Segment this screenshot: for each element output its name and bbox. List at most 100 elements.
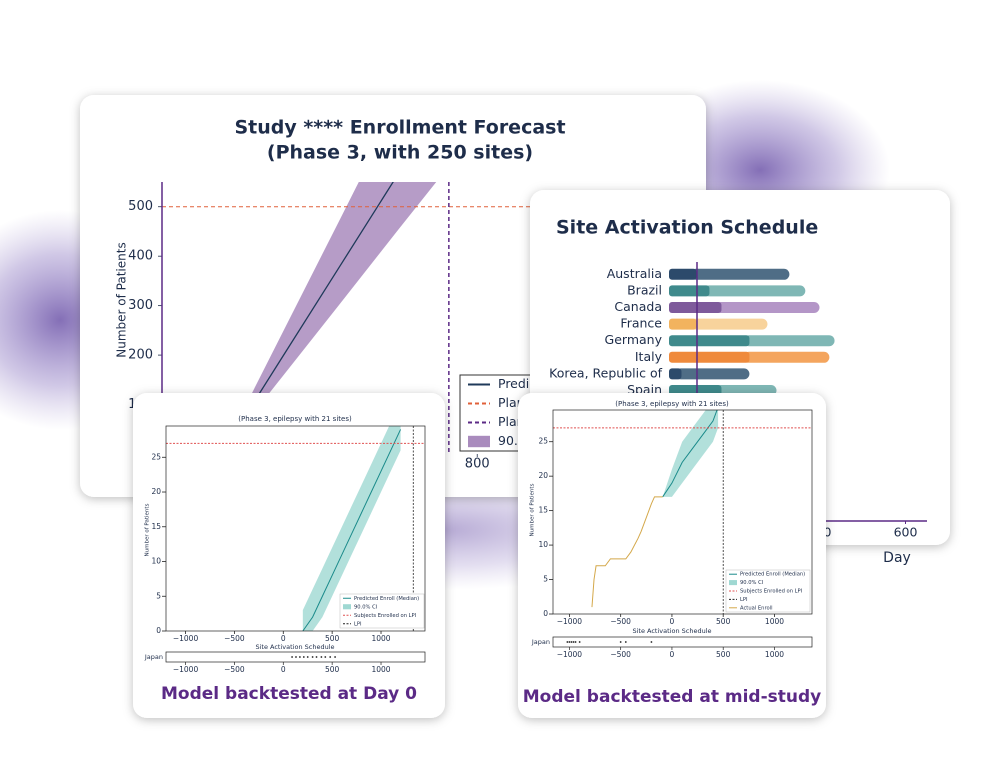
legend-label: Subjects Enrolled on LPI	[354, 613, 417, 619]
strip-x-tick-label: −500	[610, 650, 631, 659]
strip-dot	[570, 641, 573, 643]
strip-dot	[295, 656, 297, 658]
category-label: Germany	[605, 332, 663, 347]
strip-x-tick-label: 500	[716, 650, 731, 659]
y-axis-label: Number of Patients	[145, 503, 151, 556]
y-tick-label: 0	[156, 626, 161, 635]
strip-label: Japan	[144, 653, 163, 661]
strip-dot	[578, 641, 581, 643]
strip-dot	[624, 641, 627, 643]
plot-area	[162, 182, 690, 454]
y-tick-label: 10	[538, 540, 548, 549]
legend-box	[725, 569, 811, 613]
y-tick-label: 500	[128, 199, 153, 214]
strip-label: Japan	[531, 638, 550, 646]
x-tick-label: 500	[325, 634, 340, 643]
activation-ramp	[669, 268, 697, 280]
x-tick-label: −1000	[557, 617, 583, 626]
chart-title: Site Activation Schedule	[556, 217, 818, 239]
strip-dot	[566, 641, 569, 643]
strip-dot	[320, 656, 323, 658]
y-tick-label: 200	[128, 348, 153, 363]
x-axis-label: Day	[883, 550, 911, 566]
x-tick-label: 1000	[765, 617, 784, 626]
strip-dot	[568, 641, 571, 643]
x-tick-label: −500	[224, 634, 245, 643]
strip-x-tick-label: −1000	[173, 665, 199, 674]
activation-tail	[690, 268, 790, 280]
activation-tail	[743, 351, 830, 363]
y-tick-label: 10	[151, 557, 161, 566]
category-label: Korea, Republic of	[549, 365, 662, 380]
plot-area	[553, 410, 812, 614]
strip-dot	[619, 641, 622, 643]
chart-card: (Phase 3, epilepsy with 21 sites) Number …	[133, 393, 445, 718]
y-tick-label: 15	[538, 506, 548, 515]
activation-ramp	[669, 351, 750, 363]
strip-dot	[334, 656, 336, 658]
y-tick-label: 25	[151, 452, 161, 461]
plot-area	[166, 426, 425, 631]
caption: Model backtested at mid-study	[523, 687, 821, 707]
legend-label: Predicted Enroll (Median)	[740, 572, 805, 578]
confidence-band	[221, 182, 437, 454]
line-series	[302, 429, 402, 631]
activation-ramp	[669, 285, 710, 297]
strip-x-tick-label: 1000	[765, 650, 784, 659]
legend-label: LPI	[740, 597, 748, 603]
strip-frame	[552, 636, 813, 648]
legend-box	[339, 593, 425, 629]
y-tick-label: 300	[128, 298, 153, 313]
line-series	[591, 496, 663, 608]
category-label: France	[620, 316, 662, 331]
legend-label: Predicted Enroll (Median)	[354, 596, 419, 602]
activation-tail	[743, 335, 835, 347]
activation-tail	[703, 285, 806, 297]
y-tick-label: 5	[156, 591, 161, 600]
line-series	[662, 410, 718, 498]
activation-tail	[690, 318, 768, 330]
x-tick-label: 1000	[371, 634, 390, 643]
strip-dot	[291, 656, 293, 658]
axis-frame	[165, 425, 426, 632]
y-axis-label: Number of Patients	[115, 242, 129, 357]
confidence-band	[302, 426, 401, 631]
strip-dot	[324, 656, 327, 658]
strip-dot	[329, 656, 332, 658]
x-tick-label: −1000	[173, 634, 199, 643]
x-tick-label: 0	[670, 617, 675, 626]
category-label: Australia	[607, 266, 662, 281]
caption: Model backtested at Day 0	[161, 684, 417, 704]
y-axis-label: Number of Patients	[530, 483, 536, 536]
x-tick-label: 800	[465, 457, 490, 472]
strip-x-tick-label: −500	[224, 665, 245, 674]
y-tick-label: 25	[538, 437, 548, 446]
x-axis-label: Site Activation Schedule	[632, 627, 711, 635]
strip-x-tick-label: 1000	[371, 665, 390, 674]
y-tick-label: 20	[151, 487, 161, 496]
strip-x-tick-label: 0	[281, 665, 286, 674]
strip-x-tick-label: 0	[670, 650, 675, 659]
activation-tail	[675, 368, 750, 380]
strip-x-tick-label: 500	[325, 665, 340, 674]
x-tick-label: 600	[894, 525, 918, 540]
category-label: Italy	[635, 349, 663, 364]
activation-ramp	[669, 302, 722, 313]
chart-subtitle: (Phase 3, with 250 sites)	[267, 142, 533, 164]
x-tick-label: 500	[716, 617, 731, 626]
legend-label: 90.0% CI	[354, 604, 378, 610]
strip-dot	[302, 656, 305, 658]
activation-ramp	[669, 318, 697, 330]
activation-ramp	[669, 335, 750, 347]
legend-label: Subjects Enrolled on LPI	[740, 589, 803, 595]
category-label: Canada	[614, 299, 662, 314]
strip-dot	[650, 641, 653, 643]
legend-label: 90.0% CI	[740, 580, 764, 586]
activation-ramp	[669, 368, 682, 380]
legend-swatch	[343, 604, 351, 610]
x-tick-label: −500	[610, 617, 631, 626]
y-tick-label: 15	[151, 522, 161, 531]
legend-label: LPI	[354, 621, 362, 627]
y-tick-label: 5	[543, 575, 548, 584]
